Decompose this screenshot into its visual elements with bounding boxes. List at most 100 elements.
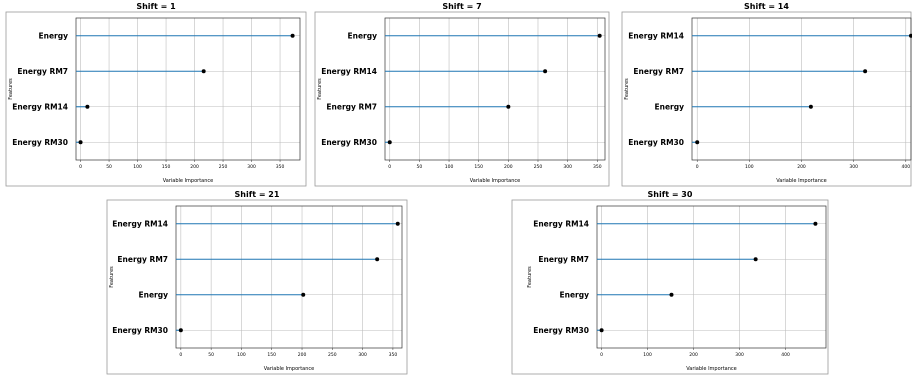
plot-area xyxy=(596,205,827,349)
feature-label: Energy RM30 xyxy=(628,138,684,147)
feature-label: Energy RM7 xyxy=(633,67,684,76)
figure-frame xyxy=(621,11,912,187)
chart-title: Shift = 21 xyxy=(235,190,280,199)
lollipop-point xyxy=(301,292,306,297)
feature-label: Energy RM30 xyxy=(321,138,377,147)
x-tick-label: 300 xyxy=(247,164,256,170)
feature-label: Energy RM14 xyxy=(628,31,684,40)
x-tick-label: 250 xyxy=(328,352,337,358)
x-tick-label: 200 xyxy=(797,164,806,170)
plot-area xyxy=(175,205,403,349)
x-tick-label: 150 xyxy=(162,164,171,170)
chart-title: Shift = 1 xyxy=(136,2,176,11)
feature-label: Energy RM7 xyxy=(538,255,589,264)
y-axis-label: Features xyxy=(624,78,630,100)
x-tick-label: 100 xyxy=(745,164,754,170)
lollipop-point xyxy=(201,69,206,74)
lollipop-point xyxy=(753,257,758,262)
feature-label: Energy RM30 xyxy=(112,326,168,335)
lollipop-point xyxy=(178,328,183,333)
lollipop-point xyxy=(290,33,295,38)
x-tick-label: 200 xyxy=(504,164,513,170)
lollipop-point xyxy=(375,257,380,262)
feature-label: Energy xyxy=(347,31,377,40)
feature-label: Energy RM14 xyxy=(533,219,589,228)
x-tick-label: 100 xyxy=(237,352,246,358)
chart-panel: Shift = 30 Energy RM14 Energy RM7 Energy Ene… xyxy=(511,190,829,375)
lollipop-point xyxy=(543,69,548,74)
x-tick-label: 50 xyxy=(417,164,423,170)
feature-label: Energy RM30 xyxy=(533,326,589,335)
feature-label: Energy RM14 xyxy=(112,219,168,228)
feature-label: Energy RM7 xyxy=(326,102,377,111)
x-tick-label: 200 xyxy=(298,352,307,358)
plot-area xyxy=(384,17,606,161)
x-tick-label: 100 xyxy=(133,164,142,170)
y-axis-label: Features xyxy=(527,266,533,288)
x-tick-label: 300 xyxy=(358,352,367,358)
lollipop-point xyxy=(808,104,813,109)
figure-frame xyxy=(511,199,829,375)
feature-label: Energy RM30 xyxy=(12,138,68,147)
x-axis-label: Variable Importance xyxy=(470,178,521,184)
x-tick-label: 100 xyxy=(445,164,454,170)
chart-panel: Shift = 1 Energy Energy RM7 Energy RM14 Ener… xyxy=(5,2,307,187)
x-tick-label: 0 xyxy=(696,164,699,170)
lollipop-point xyxy=(506,104,511,109)
lollipop-point xyxy=(863,69,868,74)
chart-panel: Shift = 14 Energy RM14 Energy RM7 Energy Ene… xyxy=(621,2,912,187)
feature-label: Energy xyxy=(38,31,68,40)
feature-label: Energy RM7 xyxy=(117,255,168,264)
feature-label: Energy xyxy=(654,102,684,111)
lollipop-point xyxy=(909,33,912,38)
x-tick-label: 200 xyxy=(689,352,698,358)
feature-label: Energy RM7 xyxy=(17,67,68,76)
x-tick-label: 350 xyxy=(276,164,285,170)
lollipop-point xyxy=(813,221,818,226)
x-tick-label: 400 xyxy=(901,164,910,170)
x-tick-label: 250 xyxy=(219,164,228,170)
x-axis-label: Variable Importance xyxy=(686,366,737,372)
chart-title: Shift = 14 xyxy=(744,2,789,11)
lollipop-point xyxy=(695,140,700,145)
x-tick-label: 350 xyxy=(593,164,602,170)
x-tick-label: 400 xyxy=(781,352,790,358)
x-tick-label: 100 xyxy=(643,352,652,358)
x-tick-label: 0 xyxy=(79,164,82,170)
chart-title: Shift = 7 xyxy=(442,2,481,11)
lollipop-point xyxy=(395,221,400,226)
chart-title: Shift = 30 xyxy=(648,190,693,199)
figure-frame xyxy=(5,11,307,187)
x-axis-label: Variable Importance xyxy=(163,178,214,184)
lollipop-point xyxy=(597,33,602,38)
feature-label: Energy xyxy=(559,290,589,299)
plot-area xyxy=(75,17,301,161)
figure-frame xyxy=(314,11,610,187)
x-axis-label: Variable Importance xyxy=(264,366,315,372)
x-axis-label: Variable Importance xyxy=(776,178,827,184)
lollipop-point xyxy=(599,328,604,333)
x-tick-label: 0 xyxy=(179,352,182,358)
figure-frame xyxy=(106,199,408,375)
lollipop-point xyxy=(387,140,392,145)
x-tick-label: 300 xyxy=(735,352,744,358)
x-tick-label: 350 xyxy=(389,352,398,358)
y-axis-label: Features xyxy=(109,266,115,288)
feature-label: Energy RM14 xyxy=(321,67,377,76)
chart-panel: Shift = 21 Energy RM14 Energy RM7 Energy Ene… xyxy=(106,190,408,375)
x-tick-label: 50 xyxy=(106,164,112,170)
x-tick-label: 300 xyxy=(563,164,572,170)
feature-label: Energy xyxy=(138,290,168,299)
x-tick-label: 300 xyxy=(849,164,858,170)
lollipop-point xyxy=(78,140,83,145)
x-tick-label: 250 xyxy=(534,164,543,170)
chart-panel: Shift = 7 Energy Energy RM14 Energy RM7 Ener… xyxy=(314,2,610,187)
x-tick-label: 200 xyxy=(190,164,199,170)
y-axis-label: Features xyxy=(8,78,14,100)
feature-label: Energy RM14 xyxy=(12,102,68,111)
x-tick-label: 0 xyxy=(388,164,391,170)
x-tick-label: 150 xyxy=(267,352,276,358)
x-tick-label: 150 xyxy=(474,164,483,170)
lollipop-point xyxy=(669,292,674,297)
